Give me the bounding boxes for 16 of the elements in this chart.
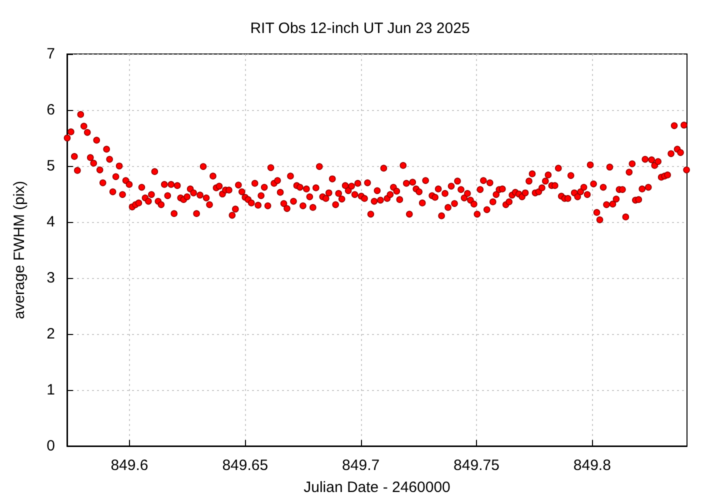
chart-title: RIT Obs 12-inch UT Jun 23 2025 <box>250 20 470 37</box>
y-tick-label: 7 <box>46 46 55 62</box>
y-tick-label: 0 <box>46 438 55 454</box>
x-tick-label: 849.6 <box>110 457 148 474</box>
x-tick-label: 849.65 <box>222 457 268 474</box>
x-tick-label: 849.75 <box>454 457 500 474</box>
y-tick-label: 1 <box>46 382 55 398</box>
y-tick-label: 2 <box>46 326 55 342</box>
y-tick-label: 6 <box>46 102 55 118</box>
x-axis-title: Julian Date - 2460000 <box>304 479 450 496</box>
x-tick-label: 849.7 <box>342 457 380 474</box>
y-axis-title: average FWHM (pix) <box>11 180 28 320</box>
x-tick-label: 849.8 <box>573 457 611 474</box>
y-tick-label: 5 <box>46 158 55 174</box>
y-tick-label: 3 <box>46 270 55 286</box>
y-tick-label: 4 <box>46 214 55 230</box>
